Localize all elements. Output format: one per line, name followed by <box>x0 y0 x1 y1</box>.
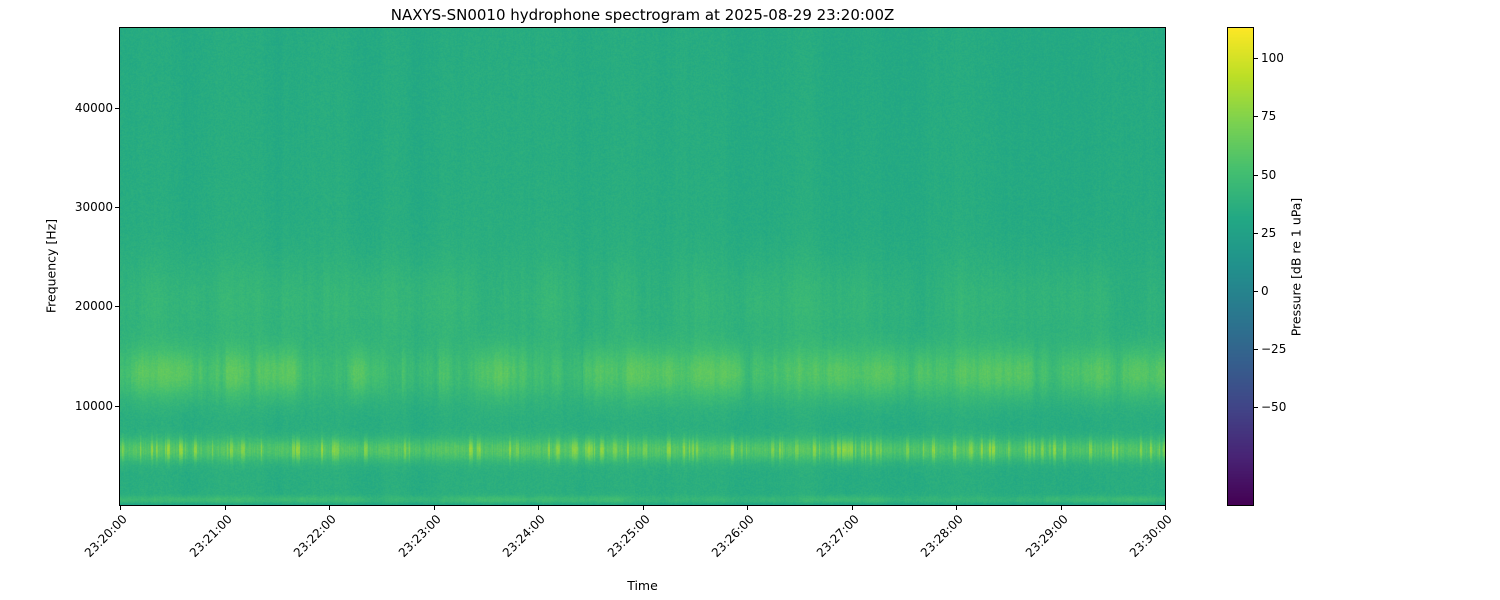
colorbar-tick-mark <box>1254 290 1258 292</box>
y-tick-mark <box>115 107 119 109</box>
x-tick-label: 23:21:00 <box>186 512 235 561</box>
colorbar-tick-label: −25 <box>1261 342 1287 357</box>
colorbar-tick-mark <box>1254 407 1258 409</box>
colorbar-tick-mark <box>1254 349 1258 351</box>
x-tick-mark <box>329 506 330 510</box>
y-tick-label: 10000 <box>74 398 113 413</box>
colorbar-tick-label: 50 <box>1261 167 1277 182</box>
y-tick-label: 40000 <box>74 100 113 115</box>
plot-area <box>119 27 1166 506</box>
spectrogram-heatmap <box>120 28 1165 505</box>
x-tick-label: 23:28:00 <box>917 512 966 561</box>
x-tick-mark <box>1060 506 1062 510</box>
x-tick-label: 23:24:00 <box>499 512 548 561</box>
x-tick-label: 23:29:00 <box>1022 512 1071 561</box>
x-tick-mark <box>747 506 748 510</box>
x-tick-label: 23:30:00 <box>1126 512 1175 561</box>
colorbar-tick-mark <box>1254 116 1258 118</box>
x-tick-mark <box>956 506 957 510</box>
x-tick-mark <box>120 506 121 510</box>
y-tick-mark <box>115 306 119 308</box>
colorbar-tick-mark <box>1254 232 1258 234</box>
colorbar <box>1227 27 1254 506</box>
y-tick-label: 20000 <box>74 299 113 314</box>
colorbar-tick-label: 75 <box>1261 109 1277 124</box>
x-tick-label: 23:23:00 <box>395 512 444 561</box>
x-tick-label: 23:22:00 <box>290 512 339 561</box>
x-tick-label: 23:25:00 <box>604 512 653 561</box>
colorbar-tick-mark <box>1254 174 1258 176</box>
x-tick-mark <box>851 506 853 510</box>
x-axis-label: Time <box>627 578 658 593</box>
x-tick-mark <box>1165 506 1166 510</box>
colorbar-tick-label: 100 <box>1261 51 1284 66</box>
y-tick-mark <box>115 405 119 407</box>
x-tick-label: 23:27:00 <box>813 512 862 561</box>
x-tick-mark <box>224 506 226 510</box>
colorbar-tick-label: −50 <box>1261 400 1287 415</box>
x-tick-label: 23:26:00 <box>708 512 757 561</box>
colorbar-tick-label: 0 <box>1261 283 1269 298</box>
y-tick-label: 30000 <box>74 199 113 214</box>
x-tick-mark <box>433 506 435 510</box>
y-tick-mark <box>115 206 119 208</box>
colorbar-gradient <box>1228 28 1253 505</box>
x-tick-mark <box>642 506 644 510</box>
colorbar-tick-label: 25 <box>1261 225 1277 240</box>
colorbar-label: Pressure [dB re 1 uPa] <box>1288 197 1304 337</box>
chart-title: NAXYS-SN0010 hydrophone spectrogram at 2… <box>390 6 895 24</box>
colorbar-tick-mark <box>1254 58 1258 60</box>
x-tick-label: 23:20:00 <box>81 512 130 561</box>
x-tick-mark <box>538 506 539 510</box>
